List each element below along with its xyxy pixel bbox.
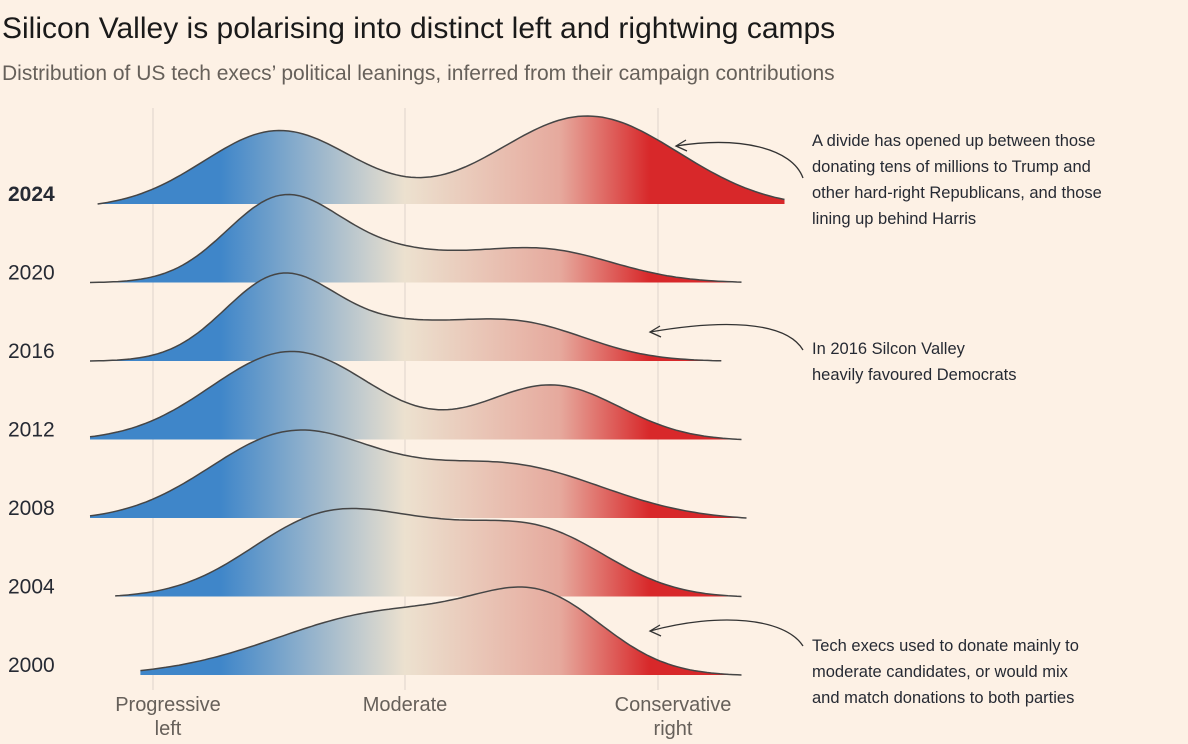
ridge-outline-2000 <box>140 586 742 676</box>
annotation-text-0: A divide has opened up between those dona… <box>812 132 1102 228</box>
ridge-outline-2004 <box>115 507 742 598</box>
ridge-area-2020 <box>90 194 742 283</box>
year-label-2020: 2020 <box>8 262 55 285</box>
ridge-2020: 2020 <box>8 193 742 285</box>
x-tick-label-1: Moderate <box>363 694 448 716</box>
ridge-2012: 2012 <box>8 350 742 442</box>
x-tick-label-2: Conservative right <box>615 694 732 740</box>
ridge-area-2008 <box>90 430 747 518</box>
year-label-2008: 2008 <box>8 497 55 520</box>
ridge-2004: 2004 <box>8 507 742 599</box>
annotation-2: Tech execs used to donate mainly to moder… <box>648 619 1079 707</box>
annotation-arrow-1 <box>649 323 804 351</box>
year-label-2004: 2004 <box>8 576 55 599</box>
ridge-outline-2016 <box>89 272 722 362</box>
annotation-0: A divide has opened up between those dona… <box>674 132 1102 228</box>
year-label-2000: 2000 <box>8 654 55 677</box>
ridge-area-2016 <box>90 273 722 361</box>
x-tick-label-0: Progressive left <box>115 694 221 740</box>
ridge-area-2024 <box>97 116 785 204</box>
annotation-arrow-0 <box>675 141 804 179</box>
annotation-arrowhead-1 <box>648 325 662 338</box>
ridge-outline-2012 <box>89 350 742 441</box>
ridge-area-2004 <box>115 508 742 597</box>
ridge-2008: 2008 <box>8 429 747 520</box>
ridge-outline-2008 <box>89 429 747 519</box>
ridge-area-2012 <box>90 351 742 440</box>
ridge-area-2000 <box>140 587 742 675</box>
ridge-outline-2024 <box>97 115 785 205</box>
ridge-2024: 2024 <box>8 115 785 206</box>
annotation-arrow-2 <box>649 619 804 647</box>
annotation-text-2: Tech execs used to donate mainly to moder… <box>812 637 1079 707</box>
year-label-2024: 2024 <box>8 183 55 206</box>
annotation-1: In 2016 Silcon Valley heavily favoured De… <box>648 323 1017 384</box>
chart-title: Silicon Valley is polarising into distin… <box>2 12 836 45</box>
ridge-outline-2020 <box>89 193 742 284</box>
year-label-2016: 2016 <box>8 340 55 363</box>
chart-subtitle: Distribution of US tech execs’ political… <box>2 62 835 85</box>
annotation-arrowhead-2 <box>648 624 662 637</box>
ridge-2016: 2016 <box>8 272 722 363</box>
year-label-2012: 2012 <box>8 419 55 442</box>
annotation-arrowhead-0 <box>674 139 688 152</box>
annotation-text-1: In 2016 Silcon Valley heavily favoured De… <box>812 340 1017 384</box>
ridge-2000: 2000 <box>8 586 742 677</box>
